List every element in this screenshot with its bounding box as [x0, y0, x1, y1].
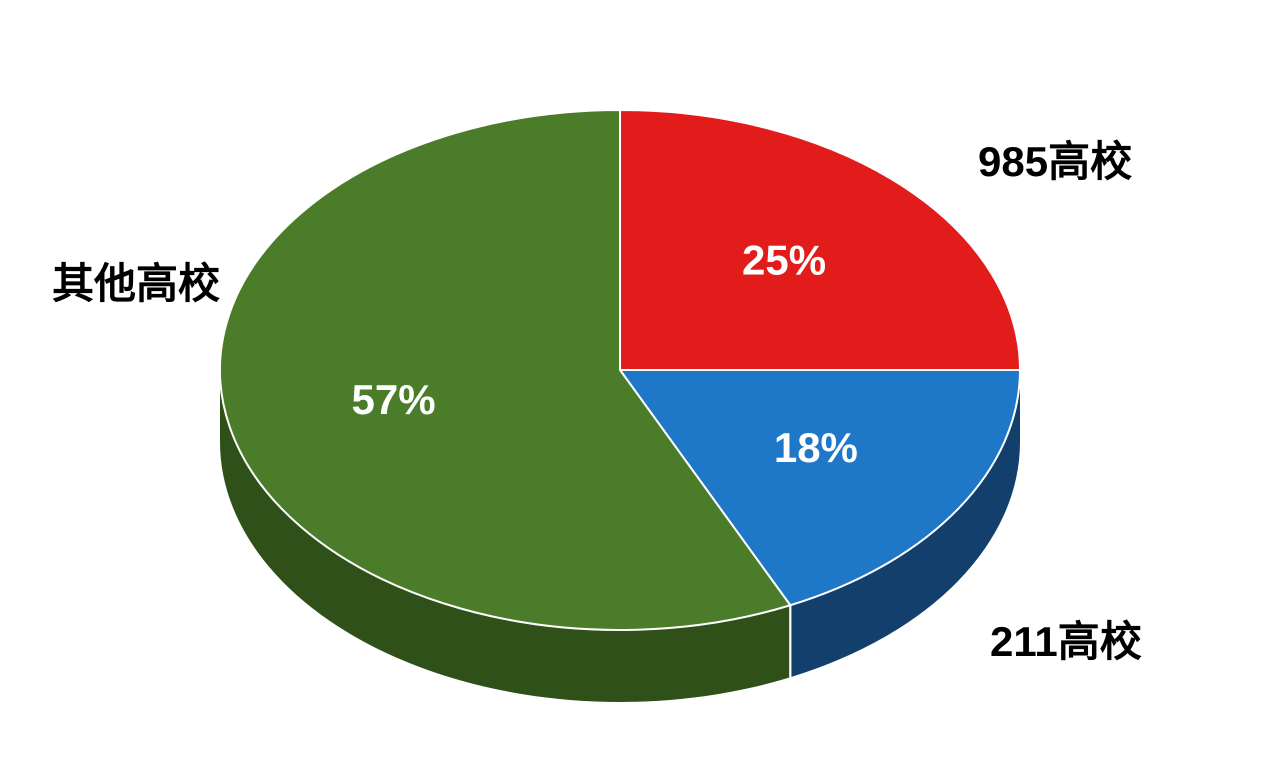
pie-pct-label: 18% [774, 424, 858, 471]
pie-category-label: 985高校 [978, 128, 1132, 189]
pie-chart-3d: 25% 18% 57% 985高校 211高校 其他高校 [0, 0, 1272, 770]
pie-pct-label: 57% [352, 376, 436, 423]
pie-category-label: 其他高校 [52, 250, 220, 311]
pie-pct-label: 25% [742, 236, 826, 283]
pie-category-label: 211高校 [990, 608, 1142, 669]
